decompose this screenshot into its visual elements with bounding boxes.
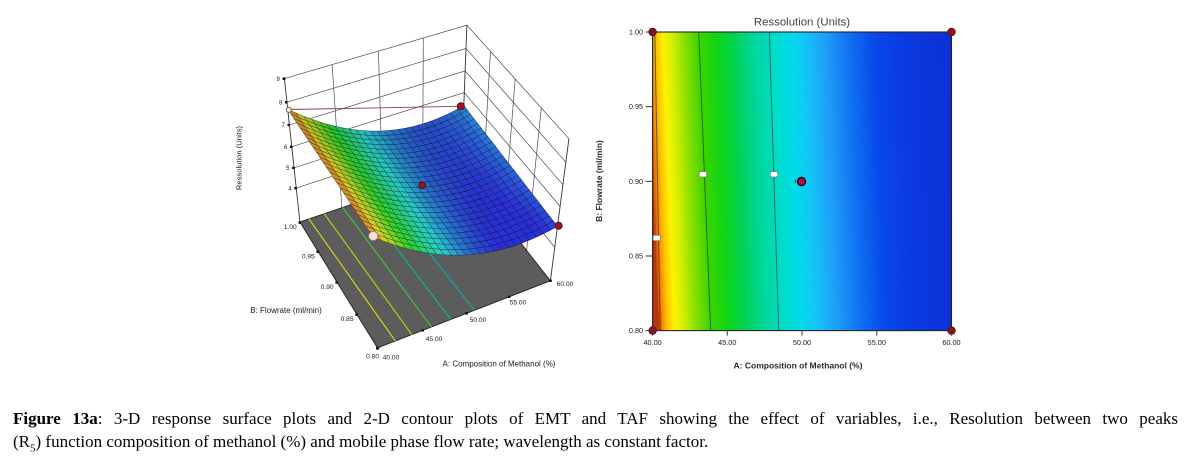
svg-text:0.90: 0.90 bbox=[629, 177, 643, 186]
svg-text:0.85: 0.85 bbox=[629, 252, 643, 261]
svg-text:45.00: 45.00 bbox=[426, 336, 443, 343]
svg-text:Ressolution (Units): Ressolution (Units) bbox=[754, 17, 850, 29]
svg-text:Ressolution (Units): Ressolution (Units) bbox=[235, 125, 244, 190]
svg-text:45.00: 45.00 bbox=[718, 338, 736, 347]
svg-text:0.95: 0.95 bbox=[629, 102, 643, 111]
svg-text:6: 6 bbox=[284, 145, 288, 151]
svg-text:40.00: 40.00 bbox=[643, 338, 661, 347]
svg-text:0.95: 0.95 bbox=[302, 253, 315, 260]
svg-text:0.80: 0.80 bbox=[629, 326, 643, 335]
svg-text:50.00: 50.00 bbox=[470, 317, 487, 324]
svg-text:A: Composition of Methanol (%): A: Composition of Methanol (%) bbox=[734, 361, 863, 371]
svg-text:A: Composition of Methanol (%): A: Composition of Methanol (%) bbox=[443, 360, 556, 369]
svg-text:0.85: 0.85 bbox=[341, 316, 354, 323]
svg-text:5: 5 bbox=[286, 166, 290, 172]
svg-text:40.00: 40.00 bbox=[383, 355, 400, 362]
svg-text:9: 9 bbox=[277, 77, 281, 83]
svg-text:1.00: 1.00 bbox=[284, 224, 297, 231]
svg-text:0.90: 0.90 bbox=[321, 284, 334, 291]
svg-text:50.00: 50.00 bbox=[793, 338, 811, 347]
svg-text:55.00: 55.00 bbox=[868, 338, 886, 347]
svg-text:1.00: 1.00 bbox=[629, 28, 643, 37]
svg-text:8: 8 bbox=[279, 100, 283, 106]
svg-text:7: 7 bbox=[282, 123, 286, 129]
svg-text:B: Flowrate (ml/min): B: Flowrate (ml/min) bbox=[250, 306, 322, 315]
svg-text:B: Flowrate (ml/min): B: Flowrate (ml/min) bbox=[594, 140, 604, 222]
svg-text:60.00: 60.00 bbox=[942, 338, 960, 347]
svg-text:55.00: 55.00 bbox=[510, 300, 527, 307]
svg-text:60.00: 60.00 bbox=[557, 281, 574, 288]
svg-text:4: 4 bbox=[288, 186, 292, 192]
svg-text:0.80: 0.80 bbox=[366, 354, 379, 361]
